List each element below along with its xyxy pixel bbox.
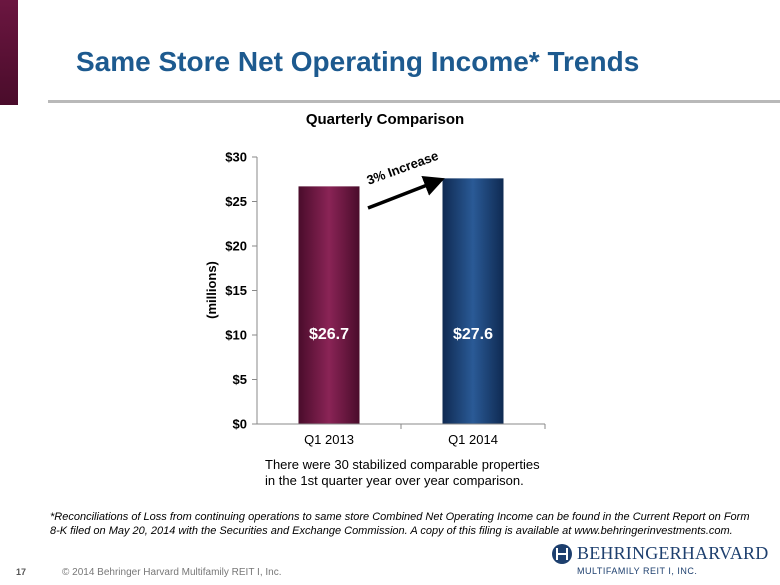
- side-accent-bar: [0, 0, 18, 105]
- y-tick-label: $5: [233, 372, 247, 387]
- bar-value-label: $26.7: [309, 326, 349, 343]
- y-tick-label: $10: [225, 328, 247, 343]
- logo-mark-icon: [552, 544, 572, 564]
- bar-q1-2014: [442, 178, 504, 424]
- y-axis-label: (millions): [204, 261, 219, 319]
- y-tick-label: $30: [225, 150, 247, 165]
- increase-annotation: 3% Increase: [365, 148, 441, 188]
- bar-q1-2013: [298, 186, 360, 424]
- x-tick-label: Q1 2014: [448, 432, 498, 447]
- company-logo: BEHRINGERHARVARD MULTIFAMILY REIT I, INC…: [551, 541, 768, 581]
- chart-title: Quarterly Comparison: [306, 111, 464, 128]
- y-tick-label: $15: [225, 283, 247, 298]
- x-tick-label: Q1 2013: [304, 432, 354, 447]
- logo-wordmark: BEHRINGERHARVARD: [577, 543, 769, 563]
- logo-subtitle: MULTIFAMILY REIT I, INC.: [577, 566, 698, 576]
- page-number: 17: [16, 567, 27, 577]
- footnote: *Reconciliations of Loss from continuing…: [50, 511, 750, 537]
- y-tick-label: $20: [225, 239, 247, 254]
- properties-note: There were 30 stabilized comparable prop…: [265, 457, 540, 488]
- bar-value-label: $27.6: [453, 326, 493, 343]
- y-tick-label: $0: [233, 417, 247, 432]
- slide-title: Same Store Net Operating Income* Trends: [76, 46, 640, 77]
- copyright-text: © 2014 Behringer Harvard Multifamily REI…: [62, 567, 282, 578]
- title-rule: [48, 100, 780, 103]
- y-tick-label: $25: [225, 194, 247, 209]
- increase-arrow: [367, 176, 445, 210]
